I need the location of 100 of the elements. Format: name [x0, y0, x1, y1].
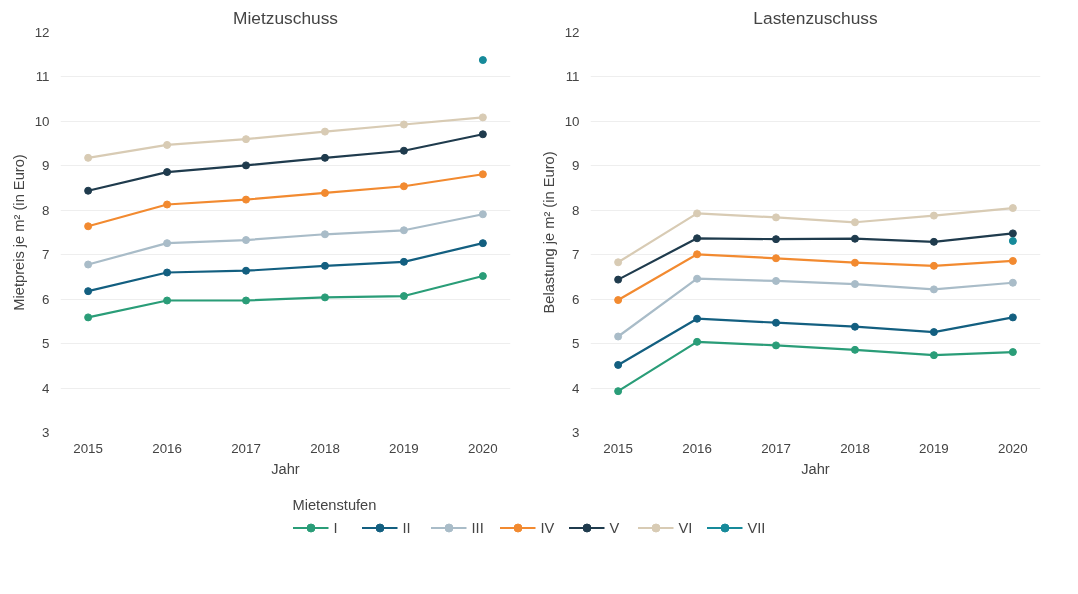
x-tick-label: 2018	[310, 440, 340, 456]
y-tick-label: 3	[572, 425, 580, 440]
point	[1008, 278, 1017, 287]
point	[478, 210, 487, 219]
x-tick-label: 2016	[152, 440, 182, 456]
point	[614, 258, 623, 267]
point	[399, 120, 408, 129]
x-tick-label: 2017	[231, 440, 261, 456]
point	[163, 168, 172, 177]
point	[850, 258, 859, 267]
point	[693, 234, 702, 243]
point	[614, 332, 623, 341]
point	[242, 236, 251, 245]
point	[163, 268, 172, 277]
point	[163, 239, 172, 248]
x-tick-label: 2020	[468, 440, 498, 456]
y-tick-label: 11	[565, 69, 580, 85]
point	[163, 200, 172, 209]
y-tick-label: 12	[564, 25, 580, 40]
point	[84, 222, 93, 231]
point	[929, 261, 938, 270]
point	[772, 254, 781, 263]
legend-label: IV	[540, 519, 556, 535]
point	[320, 230, 329, 239]
y-tick-label: 10	[564, 113, 580, 129]
point	[399, 292, 408, 301]
point	[242, 161, 251, 170]
point	[850, 280, 859, 289]
point	[399, 182, 408, 191]
point	[242, 266, 251, 275]
point	[84, 260, 93, 269]
y-tick-label: 4	[42, 380, 51, 396]
point	[320, 261, 329, 270]
x-tick-label: 2019	[389, 440, 419, 456]
x-axis-title: Jahr	[271, 460, 300, 477]
point	[84, 153, 93, 162]
point	[772, 213, 781, 222]
point	[478, 170, 487, 179]
point	[1008, 229, 1017, 238]
point	[693, 337, 702, 346]
point	[693, 209, 702, 218]
point	[850, 322, 859, 331]
x-tick-label: 2015	[73, 440, 103, 456]
point	[614, 360, 623, 369]
point	[320, 293, 329, 302]
point	[478, 113, 487, 122]
point	[320, 127, 329, 136]
legend-label: II	[402, 519, 412, 535]
x-tick-label: 2019	[919, 440, 949, 456]
y-tick-label: 6	[42, 291, 50, 307]
y-tick-label: 9	[572, 158, 580, 174]
legend-title: Mietenstufen	[292, 496, 378, 512]
x-tick-label: 2015	[603, 440, 633, 456]
point	[929, 237, 938, 246]
chart-title: Mietzuschuss	[233, 7, 339, 28]
point	[1008, 256, 1017, 265]
point	[850, 218, 859, 227]
point	[614, 387, 623, 396]
point	[693, 250, 702, 259]
y-tick-label: 10	[34, 113, 50, 129]
y-tick-label: 12	[34, 25, 50, 40]
point	[614, 296, 623, 305]
y-tick-label: 3	[42, 425, 50, 440]
point	[1008, 204, 1017, 213]
y-axis-title: Mietpreis je m² (in Euro)	[10, 154, 27, 311]
x-tick-label: 2017	[761, 440, 791, 456]
y-tick-label: 6	[572, 291, 580, 307]
point	[399, 257, 408, 266]
chart-title: Lastenzuschuss	[753, 7, 878, 28]
y-tick-label: 11	[35, 69, 50, 85]
point	[614, 275, 623, 284]
point	[84, 313, 93, 322]
legend-label: VI	[678, 519, 694, 535]
point	[693, 314, 702, 323]
point	[399, 146, 408, 155]
point	[320, 188, 329, 197]
y-tick-label: 7	[42, 247, 50, 263]
point	[929, 285, 938, 294]
point	[478, 130, 487, 139]
legend-label: I	[333, 519, 339, 535]
y-tick-label: 5	[572, 336, 580, 352]
point	[163, 296, 172, 305]
point	[478, 272, 487, 281]
x-tick-label: 2020	[998, 440, 1028, 456]
point	[478, 239, 487, 248]
point	[1008, 348, 1017, 357]
point	[929, 211, 938, 220]
point	[693, 274, 702, 283]
point	[320, 153, 329, 162]
y-axis-title: Belastung je m² (in Euro)	[540, 151, 557, 314]
point	[772, 276, 781, 285]
x-axis-title: Jahr	[801, 460, 830, 477]
x-tick-label: 2018	[840, 440, 870, 456]
y-tick-label: 8	[42, 202, 50, 218]
point	[163, 140, 172, 149]
point	[1008, 313, 1017, 322]
legend-label: V	[609, 519, 621, 535]
point	[242, 135, 251, 144]
point	[929, 351, 938, 360]
point	[850, 345, 859, 354]
